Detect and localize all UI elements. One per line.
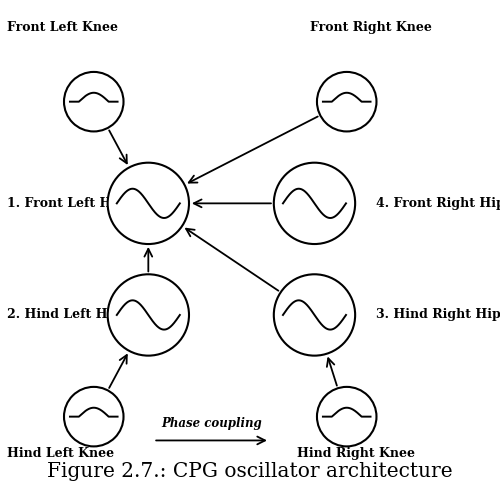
Text: 4. Front Right Hip: 4. Front Right Hip bbox=[376, 197, 500, 210]
Circle shape bbox=[274, 163, 355, 244]
Text: Front Left Knee: Front Left Knee bbox=[7, 21, 118, 34]
Circle shape bbox=[108, 163, 189, 244]
Circle shape bbox=[274, 274, 355, 356]
Circle shape bbox=[64, 387, 124, 446]
Text: Front Right Knee: Front Right Knee bbox=[310, 21, 432, 34]
Text: 2. Hind Left Hip: 2. Hind Left Hip bbox=[7, 309, 121, 321]
Circle shape bbox=[317, 72, 376, 131]
Text: 1. Front Left Hip: 1. Front Left Hip bbox=[7, 197, 125, 210]
Circle shape bbox=[317, 387, 376, 446]
Text: Phase coupling: Phase coupling bbox=[161, 417, 262, 430]
Text: Hind Right Knee: Hind Right Knee bbox=[297, 447, 415, 460]
Text: Figure 2.7.: CPG oscillator architecture: Figure 2.7.: CPG oscillator architecture bbox=[47, 462, 453, 481]
Text: 3. Hind Right Hip: 3. Hind Right Hip bbox=[376, 309, 500, 321]
Text: Hind Left Knee: Hind Left Knee bbox=[7, 447, 114, 460]
Circle shape bbox=[64, 72, 124, 131]
Circle shape bbox=[108, 274, 189, 356]
